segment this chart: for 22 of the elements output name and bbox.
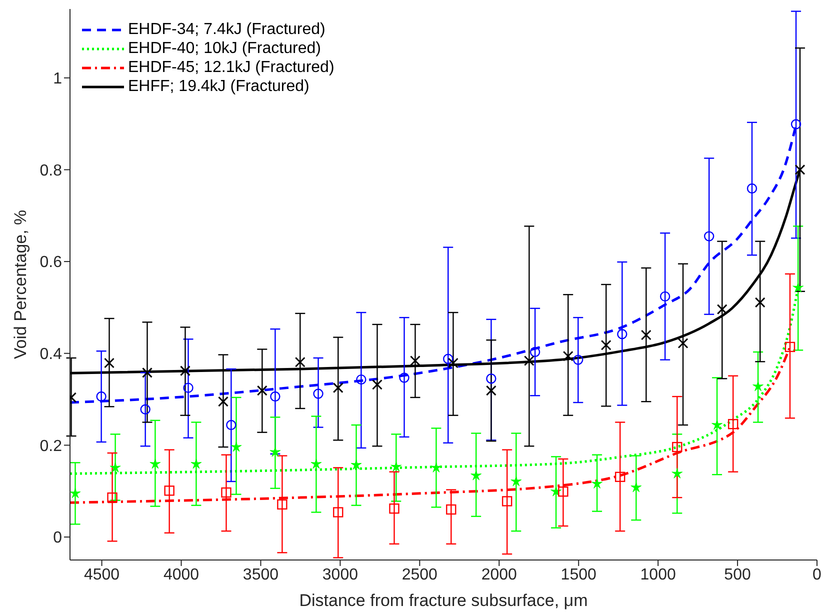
y-tick-label: 0.8 [40, 162, 62, 180]
x-axis-title: Distance from fracture subsurface, μm [299, 591, 588, 610]
y-tick-label: 0.6 [40, 254, 62, 272]
x-tick-label: 2000 [481, 566, 518, 584]
legend-label: EHDF-45; 12.1kJ (Fractured) [128, 58, 334, 77]
legend-label: EHDF-40; 10kJ (Fractured) [128, 39, 321, 58]
x-tick-label: 3500 [242, 566, 279, 584]
x-tick-label: 4500 [84, 566, 120, 584]
y-tick-label: 0.4 [40, 346, 62, 364]
x-tick-label: 4000 [163, 566, 200, 584]
x-tick-label: 3000 [322, 566, 358, 584]
y-tick-label: 0 [53, 530, 62, 547]
x-tick-label: 500 [724, 566, 751, 584]
y-tick-label: 0.2 [40, 438, 62, 455]
y-tick-label: 1 [53, 70, 62, 88]
y-axis-title: Void Percentage, % [11, 210, 30, 360]
legend-label: EHFF; 19.4kJ (Fractured) [128, 77, 310, 96]
x-tick-label: 2500 [402, 566, 438, 584]
x-tick-label: 1000 [640, 566, 676, 584]
x-tick-label: 0 [812, 566, 822, 584]
x-tick-label: 1500 [560, 566, 596, 584]
legend-label: EHDF-34; 7.4kJ (Fractured) [128, 20, 326, 39]
